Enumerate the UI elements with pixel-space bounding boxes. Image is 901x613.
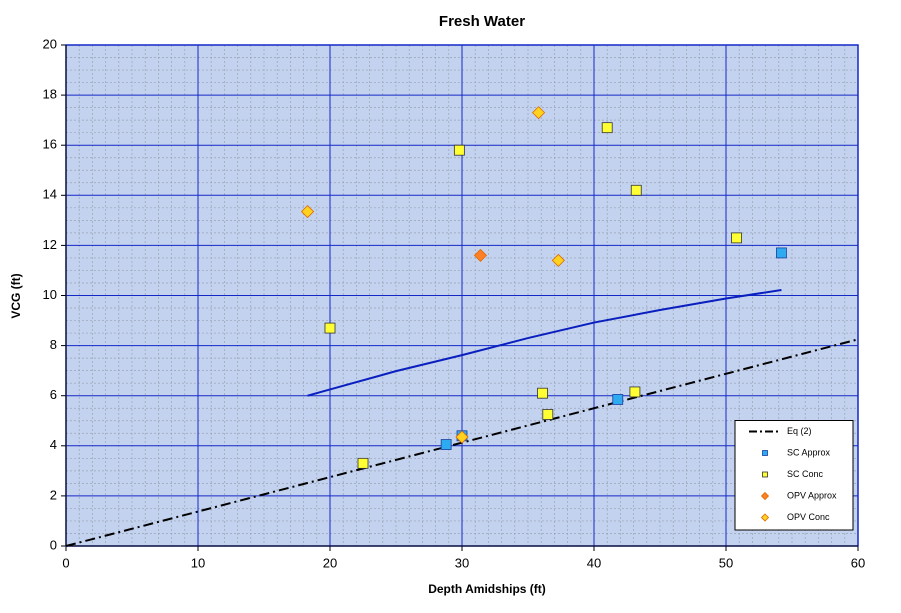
marker [731, 232, 742, 244]
x-tick-label: 40 [587, 555, 601, 570]
y-tick-label: 0 [50, 537, 57, 552]
legend-box [734, 420, 854, 531]
marker [762, 450, 768, 456]
legend-label: SC Approx [787, 447, 831, 457]
y-tick-label: 18 [43, 87, 57, 102]
y-tick-label: 12 [43, 237, 57, 252]
marker [537, 387, 548, 399]
y-tick-label: 10 [43, 287, 57, 302]
marker [776, 247, 787, 259]
marker [612, 394, 624, 405]
legend-label: SC Conc [787, 469, 824, 479]
legend-label: OPV Conc [787, 512, 830, 522]
marker [629, 386, 641, 398]
y-tick-label: 2 [50, 487, 57, 502]
marker [455, 430, 469, 444]
x-axis-label: Depth Amidships (ft) [428, 582, 546, 596]
legend-label: Eq (2) [787, 426, 812, 436]
y-tick-label: 14 [43, 187, 57, 202]
legend-label: OPV Approx [787, 490, 837, 500]
x-tick-label: 10 [191, 555, 205, 570]
y-tick-label: 16 [43, 137, 57, 152]
marker [762, 471, 768, 478]
marker [601, 122, 613, 134]
x-tick-label: 0 [62, 555, 69, 570]
y-tick-label: 4 [50, 437, 57, 452]
series-line [307, 289, 782, 397]
marker [300, 205, 315, 219]
x-tick-label: 30 [455, 555, 469, 570]
x-tick-label: 50 [719, 555, 733, 570]
y-tick-label: 6 [50, 387, 57, 402]
marker [324, 322, 336, 334]
marker [630, 184, 642, 196]
marker [357, 457, 369, 469]
marker [542, 409, 554, 420]
marker [760, 491, 770, 501]
y-tick-label: 8 [50, 337, 57, 352]
marker [760, 513, 770, 522]
marker [473, 248, 488, 262]
y-axis-label: VCG (ft) [9, 273, 23, 318]
marker [453, 144, 465, 156]
x-tick-label: 20 [323, 555, 337, 570]
marker [531, 106, 546, 120]
legend: Eq (2) SC Approx SC Conc OPV Approx OPV Conc [734, 420, 854, 531]
y-tick-label: 20 [43, 36, 57, 51]
x-tick-label: 60 [851, 555, 865, 570]
chart-title: Fresh Water [439, 13, 525, 30]
marker [440, 439, 452, 450]
marker [551, 253, 565, 267]
